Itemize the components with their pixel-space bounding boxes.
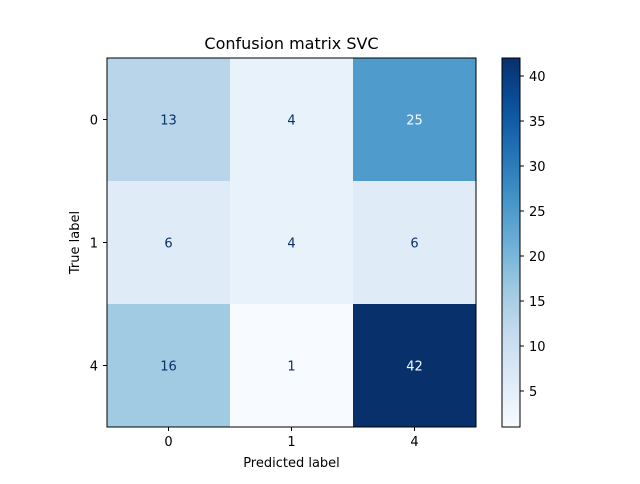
colorbar-tick-label: 35: [529, 115, 546, 130]
colorbar: [501, 57, 521, 428]
cell-value-label: 25: [406, 114, 423, 129]
heatmap-cell: [353, 181, 476, 304]
heatmap-cell: [107, 181, 230, 304]
cell-value-label: 6: [164, 237, 172, 252]
y-axis-ticks: 0 1 4: [90, 114, 107, 375]
x-tick-label: 1: [287, 435, 295, 450]
heatmap-cell: [230, 58, 353, 181]
colorbar-tick-label: 40: [529, 70, 546, 85]
cell-value-label: 1: [287, 360, 295, 375]
y-tick-label: 0: [90, 114, 98, 129]
heatmap-cell: [230, 304, 353, 427]
colorbar-ticks: 5 10 15 20 25 30 35 40: [520, 70, 546, 400]
heatmap-cells: [107, 58, 476, 427]
x-tick-label: 4: [410, 435, 418, 450]
colorbar-tick-label: 25: [529, 205, 546, 220]
x-axis-ticks: 0 1 4: [164, 427, 419, 450]
y-tick-label: 1: [90, 237, 98, 252]
colorbar-tick-label: 15: [529, 295, 546, 310]
heatmap-cell: [107, 58, 230, 181]
x-axis-label: Predicted label: [243, 456, 340, 471]
heatmap-cell: [353, 58, 476, 181]
colorbar-tick-label: 30: [529, 160, 546, 175]
cell-value-label: 42: [406, 360, 423, 375]
heatmap-cell: [353, 304, 476, 427]
y-axis-label: True label: [68, 211, 83, 275]
x-tick-label: 0: [164, 435, 172, 450]
y-tick-label: 4: [90, 360, 98, 375]
cell-value-labels: 13 4 25 6 4 6 16 1 42: [160, 114, 423, 375]
cell-value-label: 4: [287, 114, 295, 129]
colorbar-tick-label: 20: [529, 250, 546, 265]
cell-value-label: 6: [410, 237, 418, 252]
heatmap-cell: [107, 304, 230, 427]
colorbar-tick-label: 5: [529, 385, 537, 400]
heatmap-cell: [230, 181, 353, 304]
cell-value-label: 13: [160, 114, 177, 129]
colorbar-tick-label: 10: [529, 340, 546, 355]
chart-title: Confusion matrix SVC: [204, 34, 378, 53]
cell-value-label: 16: [160, 360, 177, 375]
cell-value-label: 4: [287, 237, 295, 252]
